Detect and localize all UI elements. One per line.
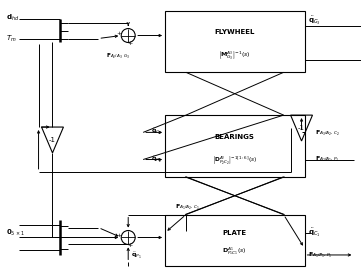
Text: FLYWHEEL: FLYWHEEL: [215, 29, 255, 35]
Text: $\mathbf{F}_{A_2/A_3,G_3}$: $\mathbf{F}_{A_2/A_3,G_3}$: [106, 52, 130, 61]
Bar: [165, 215, 304, 266]
Text: +: +: [127, 41, 133, 46]
Text: $\mathbf{F}_{A_1/\mathcal{P}_1,P_1}$: $\mathbf{F}_{A_1/\mathcal{P}_1,P_1}$: [307, 250, 332, 260]
Text: $\mathbf{F}_{A_1/A_2,C_1}$: $\mathbf{F}_{A_1/A_2,C_1}$: [175, 202, 200, 212]
Text: $T_m$: $T_m$: [6, 33, 16, 44]
Text: $\ddot{\mathbf{q}}_{P_1}$: $\ddot{\mathbf{q}}_{P_1}$: [131, 252, 142, 261]
Text: $\ddot{\mathbf{q}}_{G_3}$: $\ddot{\mathbf{q}}_{G_3}$: [307, 14, 320, 27]
Text: $\mathbf{d}_{hd}$: $\mathbf{d}_{hd}$: [6, 13, 19, 23]
Text: $\ddot{\mathbf{q}}_{C_1}$: $\ddot{\mathbf{q}}_{C_1}$: [307, 226, 320, 239]
Text: $\ddot{\mathbf{q}}_{P_2}$: $\ddot{\mathbf{q}}_{P_2}$: [151, 155, 162, 165]
Text: $\ddot{\mathbf{q}}_{C_2}$: $\ddot{\mathbf{q}}_{C_2}$: [151, 127, 162, 138]
Text: $\mathbf{F}_{A_3/A_2,C_2}$: $\mathbf{F}_{A_3/A_2,C_2}$: [315, 128, 340, 138]
Bar: [165, 115, 304, 177]
Text: +: +: [117, 233, 122, 238]
Text: $\mathbf{F}_{A_2/A_1,P_2}$: $\mathbf{F}_{A_2/A_1,P_2}$: [315, 155, 340, 164]
Text: PLATE: PLATE: [223, 230, 247, 236]
Bar: [165, 11, 304, 72]
Text: BEARINGS: BEARINGS: [215, 134, 255, 140]
Text: $\left[\mathbf{D}_{P_2C_2}^{A_2}\right]^{-1[1:6]}(s)$: $\left[\mathbf{D}_{P_2C_2}^{A_2}\right]^…: [212, 153, 257, 165]
Text: +: +: [127, 243, 133, 248]
Text: $\left[\mathbf{M}_{G_3}^{A_3}\right]^{-1}(s)$: $\left[\mathbf{M}_{G_3}^{A_3}\right]^{-1…: [218, 49, 251, 61]
Text: $\mathbf{D}_{P_1C_1}^{A_1}(s)$: $\mathbf{D}_{P_1C_1}^{A_1}(s)$: [222, 246, 247, 258]
Text: +: +: [117, 31, 122, 36]
Text: $\mathbf{0}_{5\times 1}$: $\mathbf{0}_{5\times 1}$: [6, 227, 24, 238]
Text: -1: -1: [49, 137, 56, 143]
Text: -1: -1: [298, 125, 305, 131]
